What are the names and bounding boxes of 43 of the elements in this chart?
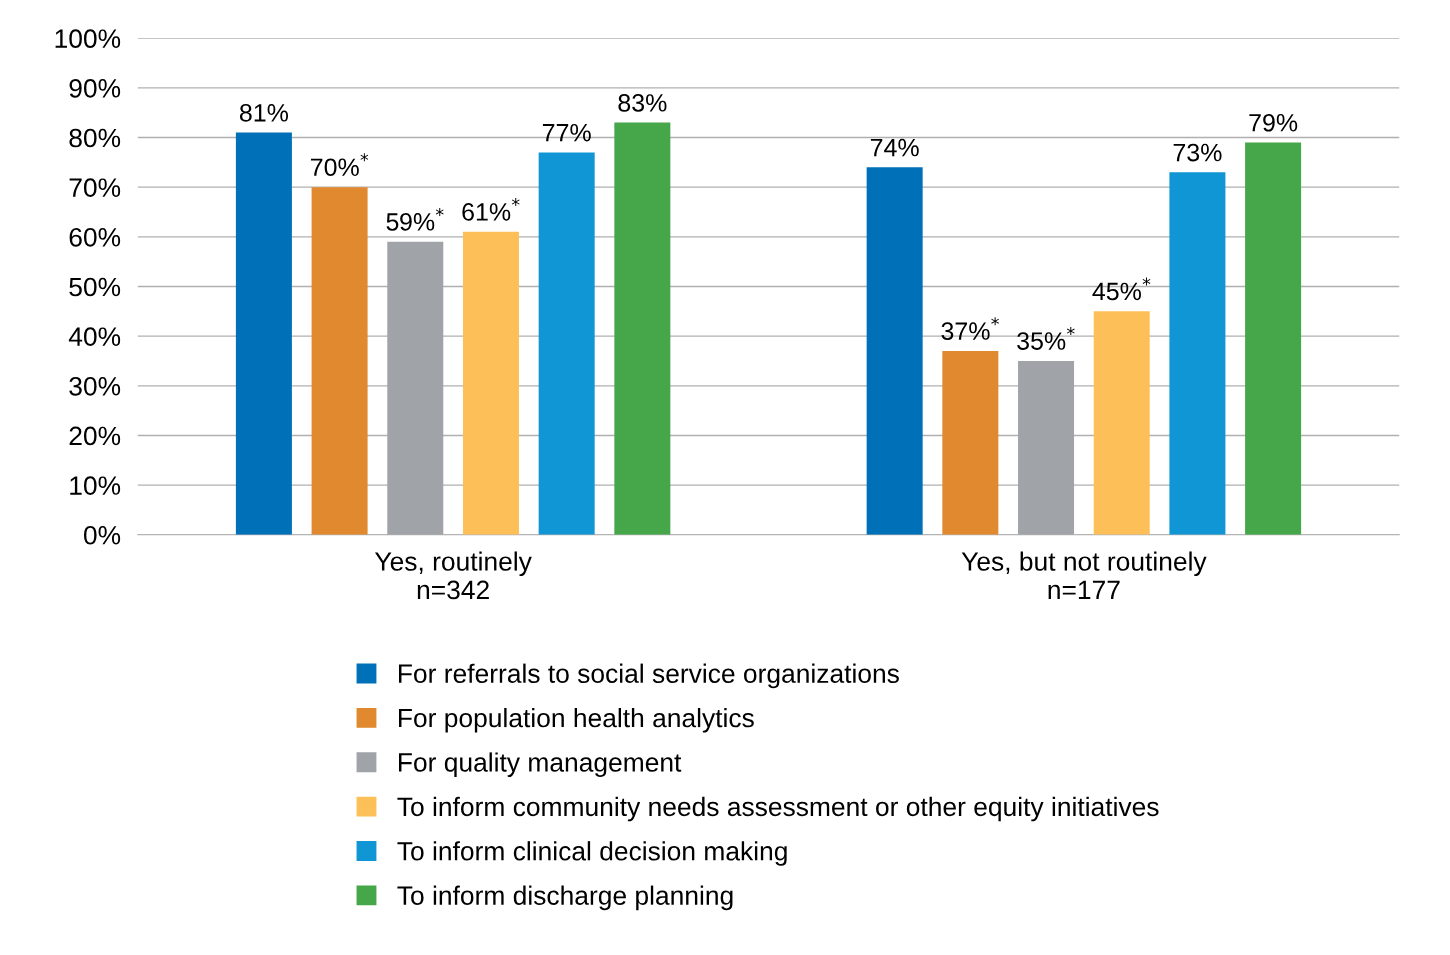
data-label: 59%$^{*}$	[386, 207, 444, 231]
data-label: 77%	[542, 123, 591, 142]
x-tick-label: Yes, routinely n=342	[374, 551, 532, 600]
y-tick-label: 50%	[69, 277, 121, 297]
bar	[1093, 311, 1150, 535]
bar	[1245, 142, 1302, 535]
data-label: 61%$^{*}$	[462, 197, 520, 221]
bar	[1169, 172, 1226, 535]
bar	[1018, 360, 1075, 535]
legend-label: For quality management	[399, 752, 682, 777]
data-label: 83%	[618, 94, 667, 112]
data-label: 37%$^{*}$	[941, 317, 999, 340]
y-tick-label: 100%	[55, 29, 121, 49]
data-label: 35%$^{*}$	[1017, 327, 1075, 350]
bar	[866, 167, 923, 535]
legend-label: To inform discharge planning	[397, 885, 733, 911]
bar	[311, 187, 368, 535]
legend-label: For population health analytics	[399, 707, 754, 733]
data-label: 70%$^{*}$	[311, 153, 369, 177]
data-label: 81%	[239, 103, 289, 122]
bar	[614, 122, 671, 535]
bar	[942, 351, 999, 535]
data-label: 79%	[1249, 113, 1298, 132]
data-label: 45%$^{*}$	[1092, 277, 1151, 301]
y-tick-label: 90%	[69, 78, 121, 98]
legend-label: To inform clinical decision making	[397, 841, 787, 866]
bar	[387, 241, 444, 535]
y-tick-label: 30%	[69, 376, 121, 396]
legend-label: To inform community needs assessment or other equity initiatives	[397, 796, 1159, 822]
y-tick-label: 40%	[68, 327, 121, 346]
bar	[538, 152, 595, 535]
data-label: 73%	[1173, 143, 1222, 162]
y-tick-label: 60%	[69, 227, 121, 247]
y-tick-label: 80%	[69, 128, 121, 148]
y-tick-label: 0%	[83, 525, 121, 545]
x-tick-label: Yes, but not routinely n=177	[961, 551, 1207, 600]
y-tick-label: 70%	[69, 178, 121, 197]
legend-label: For referrals to social service organizations	[399, 663, 899, 689]
data-label: 74%	[870, 138, 919, 157]
bar	[235, 132, 292, 535]
bar	[462, 231, 519, 535]
y-tick-label: 20%	[69, 426, 121, 446]
y-tick-label: 10%	[70, 476, 121, 495]
